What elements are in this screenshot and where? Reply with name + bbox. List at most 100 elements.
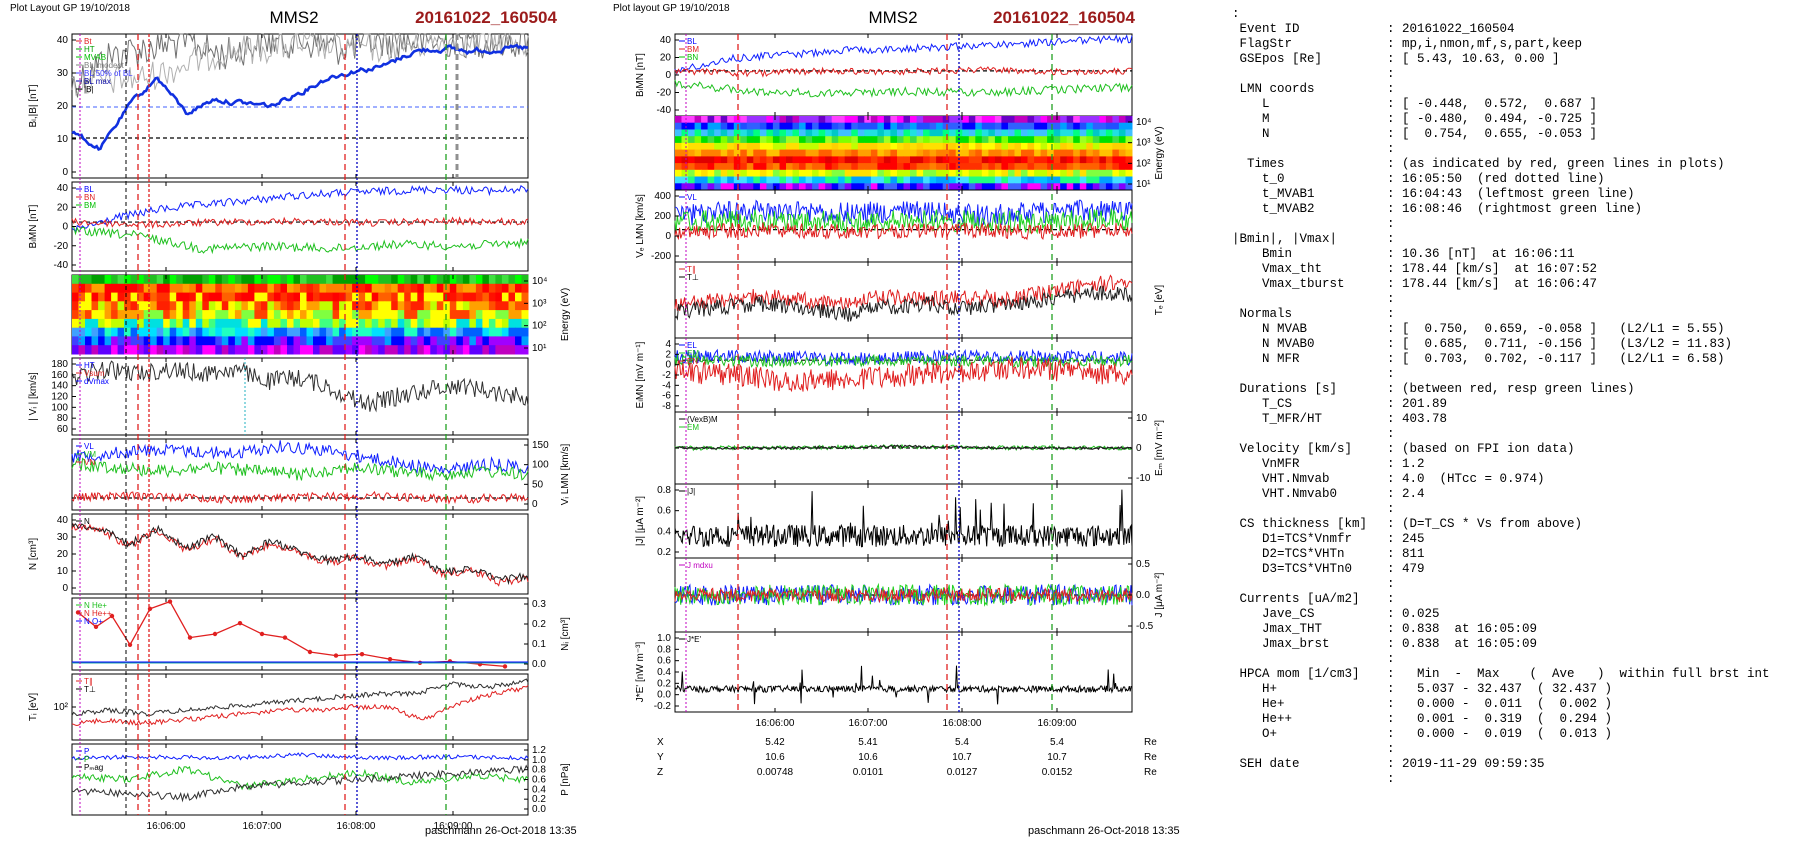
info-key: He+ [1232, 697, 1285, 711]
spectro-cell [182, 275, 190, 285]
info-row: He++: 0.001 - 0.319 ( 0.294 ) [1232, 712, 1800, 727]
spectro-cell [124, 292, 132, 302]
spectro-cell [968, 169, 976, 177]
info-value: : [1387, 142, 1395, 156]
spectro-cell [163, 301, 171, 311]
spectro-cell [994, 129, 1002, 137]
spectro-cell [968, 122, 976, 130]
spectro-cell [260, 301, 268, 311]
spectro-cell [870, 169, 878, 177]
event-id-title: 20161022_160504 [415, 8, 557, 27]
series-VM [71, 456, 529, 482]
spectro-cell [1014, 169, 1022, 177]
spectro-cell [273, 283, 281, 294]
spectro-cell [851, 129, 859, 137]
spectro-cell [287, 327, 294, 337]
y-tick-label: 0.0 [657, 690, 671, 701]
spectro-cell [260, 275, 268, 285]
spectro-cell [994, 142, 1002, 151]
spectro-cell [215, 275, 223, 285]
info-value: : 0.000 - 0.019 ( 0.013 ) [1387, 727, 1613, 741]
info-key: VHT.Nmvab0 [1232, 487, 1338, 501]
spectro-cell [488, 283, 496, 294]
spectro-cell [877, 163, 885, 171]
spectro-cell [365, 318, 373, 329]
info-row: : [1232, 652, 1800, 667]
spectro-cell [1027, 163, 1035, 171]
info-key: Vmax_tht [1232, 262, 1323, 276]
spectro-cell [1001, 149, 1009, 157]
spectro-cell [521, 283, 529, 294]
spectro-cell [838, 176, 846, 184]
spectro-cell [475, 336, 483, 346]
spectro-cell [287, 283, 294, 294]
spectro-cell [195, 283, 203, 294]
spectro-cell [443, 301, 451, 311]
spectro-cell [78, 327, 86, 337]
right-tick-label: 0.0 [532, 804, 546, 815]
spectro-cell [870, 149, 878, 157]
spectro-cell [352, 318, 360, 329]
spectro-cell [916, 163, 924, 171]
spectro-cell [313, 292, 320, 302]
info-value: : (between red, resp green lines) [1387, 382, 1635, 396]
event-markers [685, 34, 1053, 712]
ephem-value: 5.4 [1050, 737, 1064, 748]
spectro-cell [156, 336, 164, 346]
spectro-cell [241, 292, 249, 302]
spectro-cell [955, 176, 963, 184]
spectro-cell [818, 136, 826, 144]
spectro-cell [851, 163, 859, 171]
info-row: Currents [uA/m2]: [1232, 592, 1800, 607]
spectro-cell [910, 129, 917, 137]
spectro-cell [339, 301, 347, 311]
spectro-cell [727, 149, 735, 157]
spectro-cell [838, 122, 846, 130]
spectro-cell [521, 301, 529, 311]
info-row: : [1232, 577, 1800, 592]
spectro-cell [916, 142, 924, 151]
spectro-cell [727, 183, 735, 191]
series-BL [71, 43, 529, 151]
spectro-cell [124, 301, 132, 311]
spectro-cell [1086, 136, 1094, 144]
legend-label: EM [687, 423, 699, 432]
spectro-cell [462, 275, 470, 285]
spectro-cell [831, 122, 839, 130]
info-key: t_MVAB2 [1232, 202, 1315, 216]
spectro-cell [746, 183, 754, 191]
spectro-cell [130, 310, 138, 320]
spectro-cell [397, 345, 405, 355]
y-axis-label: BₗMN [nT] [28, 204, 39, 248]
spectro-cell [352, 310, 360, 320]
spectro-cell [254, 301, 262, 311]
spectro-cell [436, 310, 444, 320]
spectro-cell [864, 149, 872, 157]
spectro-cell [759, 122, 767, 130]
spectro-cell [124, 327, 132, 337]
info-value: : 2019-11-29 09:59:35 [1387, 757, 1545, 771]
spectro-cell [332, 336, 340, 346]
panel-frame [674, 337, 1133, 413]
y-tick-label: 20 [57, 549, 69, 560]
spectro-cell [501, 310, 509, 320]
spectro-cell [890, 129, 898, 137]
spectro-cell [681, 169, 689, 177]
series-BM [674, 66, 1133, 78]
spectro-cell [720, 156, 728, 164]
right-tick-label: 0.0 [1136, 590, 1150, 601]
spectro-cell [195, 310, 203, 320]
spectro-cell [1060, 156, 1068, 164]
spectro-cell [228, 301, 236, 311]
spectro-cell [897, 183, 904, 191]
spectro-cell [417, 301, 425, 311]
spectro-cell [397, 292, 405, 302]
spectro-cell [150, 275, 158, 285]
spectro-cell [942, 129, 950, 137]
spectro-cell [98, 310, 106, 320]
spectro-cell [831, 116, 839, 124]
spectro-cell [293, 327, 301, 337]
spectro-cell [812, 149, 820, 157]
y-tick-label: 0.8 [657, 485, 671, 496]
spectro-cell [1125, 183, 1133, 191]
